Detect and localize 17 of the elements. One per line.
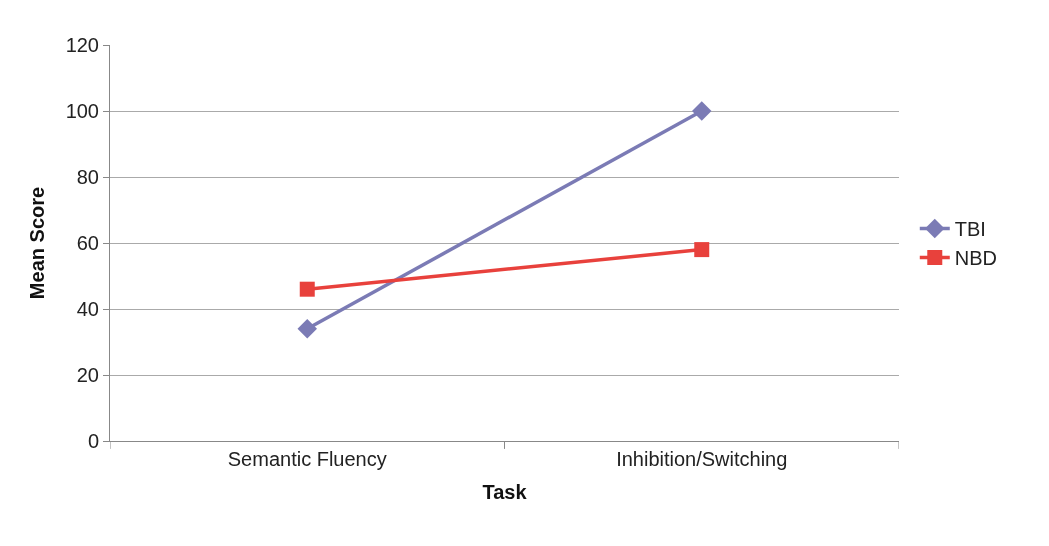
y-tick-label: 0 [87,430,99,452]
x-tick-label: Semantic Fluency [227,448,387,470]
y-tick-label: 60 [76,232,99,254]
point [692,101,712,121]
x-axis-title: Task [482,480,528,503]
y-axis-title: Mean Score [26,186,49,300]
y-tick-label: 100 [65,100,99,122]
y-tick-label: 80 [76,166,99,188]
point [299,281,315,297]
legend-label: NBD [954,247,998,270]
point [694,242,710,258]
point [297,319,317,339]
legend-label: TBI [954,218,986,241]
y-tick-label: 40 [76,298,99,320]
y-tick-label: 120 [65,34,99,56]
y-tick-label: 20 [76,364,99,386]
x-tick-label: Inhibition/Switching [616,448,788,470]
